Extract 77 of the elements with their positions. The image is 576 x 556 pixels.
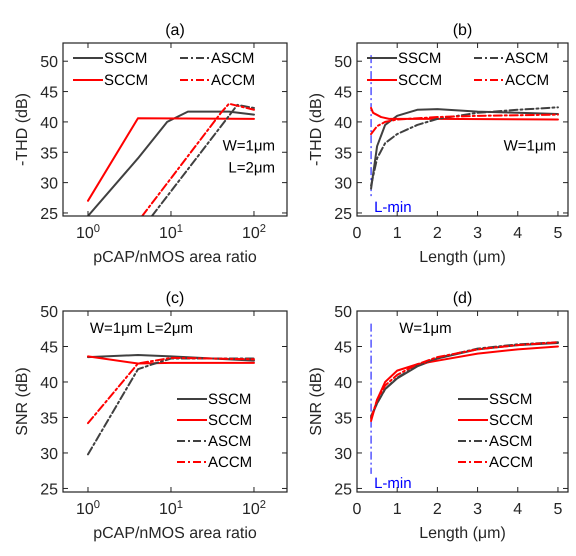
x-tick-label: 10$^{2}$ [242,223,266,242]
x-axis-title: Length (μm) [419,249,506,266]
x-tick-label: 0 [352,225,362,242]
legend-label: SSCM [489,391,532,408]
x-tick-label: 10$^{0}$ [76,499,100,518]
legend-label: SSCM [398,50,442,67]
x-axis-title: pCAP/nMOS area ratio [93,249,257,266]
legend-label: SCCM [398,72,442,89]
legend-label: SCCM [208,412,252,429]
y-axis-title: -THD (dB) [14,93,31,166]
y-tick-label: 45 [40,84,58,102]
y-tick-label: 50 [40,54,58,72]
x-tick-label: 0 [352,501,362,518]
x-tick-label: 4 [513,501,522,518]
legend-label: ASCM [211,50,254,67]
y-tick-label: 40 [40,114,58,132]
y-axis-title: SNR (dB) [14,367,31,436]
y-tick-label: 30 [40,176,58,193]
chart-title: (a) [165,22,185,39]
annotation: W=1μm [222,137,275,154]
y-tick-label: 45 [334,339,352,356]
x-tick-label: 5 [554,225,562,242]
x-tick-label: 10$^{2}$ [242,499,266,518]
y-tick-label: 35 [40,410,58,428]
y-tick-label: 40 [334,374,352,392]
legend-label: ASCM [208,433,252,450]
legend-label: SCCM [489,412,534,429]
legend-label: ASCM [489,433,532,450]
x-tick-label: 5 [554,501,562,518]
y-tick-label: 30 [40,446,58,463]
legend-label: SSCM [104,50,148,67]
annotation: L=2μm [228,159,275,176]
y-tick-label: 45 [40,339,58,356]
x-tick-label: 10$^{1}$ [158,499,183,518]
y-tick-label: 25 [334,481,352,498]
annotation: W=1μm [399,320,452,337]
y-tick-label: 30 [334,176,352,193]
chart-title: (b) [452,22,472,39]
y-tick-label: 25 [334,206,352,223]
ref-line-label: L-min [374,199,412,216]
legend-label: ACCM [208,454,252,471]
annotation: W=1μm [504,137,556,154]
y-tick-label: 40 [334,114,352,132]
y-tick-label: 35 [40,145,58,162]
y-axis-title: -THD (dB) [308,93,325,166]
x-axis-title: Length (μm) [419,525,506,542]
annotation: W=1μm L=2μm [90,320,194,337]
legend-label: ACCM [505,72,550,89]
y-axis-title: SNR (dB) [308,367,325,436]
legend-label: ACCM [211,72,256,89]
legend-label: ASCM [505,50,548,67]
chart-title: (c) [166,290,184,307]
y-tick-label: 25 [40,481,58,498]
ref-line-label: L-min [374,475,412,492]
y-tick-label: 50 [40,304,58,321]
y-tick-label: 25 [40,206,58,223]
y-tick-label: 35 [334,410,352,428]
x-tick-label: 3 [473,501,482,518]
x-tick-label: 1 [392,225,402,242]
x-tick-label: 1 [392,501,402,518]
x-tick-label: 10$^{0}$ [76,223,100,242]
y-tick-label: 35 [334,145,352,162]
x-axis-title: pCAP/nMOS area ratio [93,525,257,542]
x-tick-label: 4 [513,225,522,242]
x-tick-label: 3 [473,225,482,242]
legend-label: SSCM [208,391,252,408]
x-tick-label: 2 [432,225,442,242]
y-tick-label: 30 [334,446,352,463]
x-tick-label: 2 [432,501,442,518]
y-tick-label: 50 [334,54,352,72]
chart-title: (d) [452,290,472,307]
y-tick-label: 40 [40,374,58,392]
legend-label: ACCM [489,454,534,471]
x-tick-label: 10$^{1}$ [158,223,183,242]
y-tick-label: 45 [334,84,352,102]
y-tick-label: 50 [334,304,352,321]
legend-label: SCCM [104,72,148,89]
